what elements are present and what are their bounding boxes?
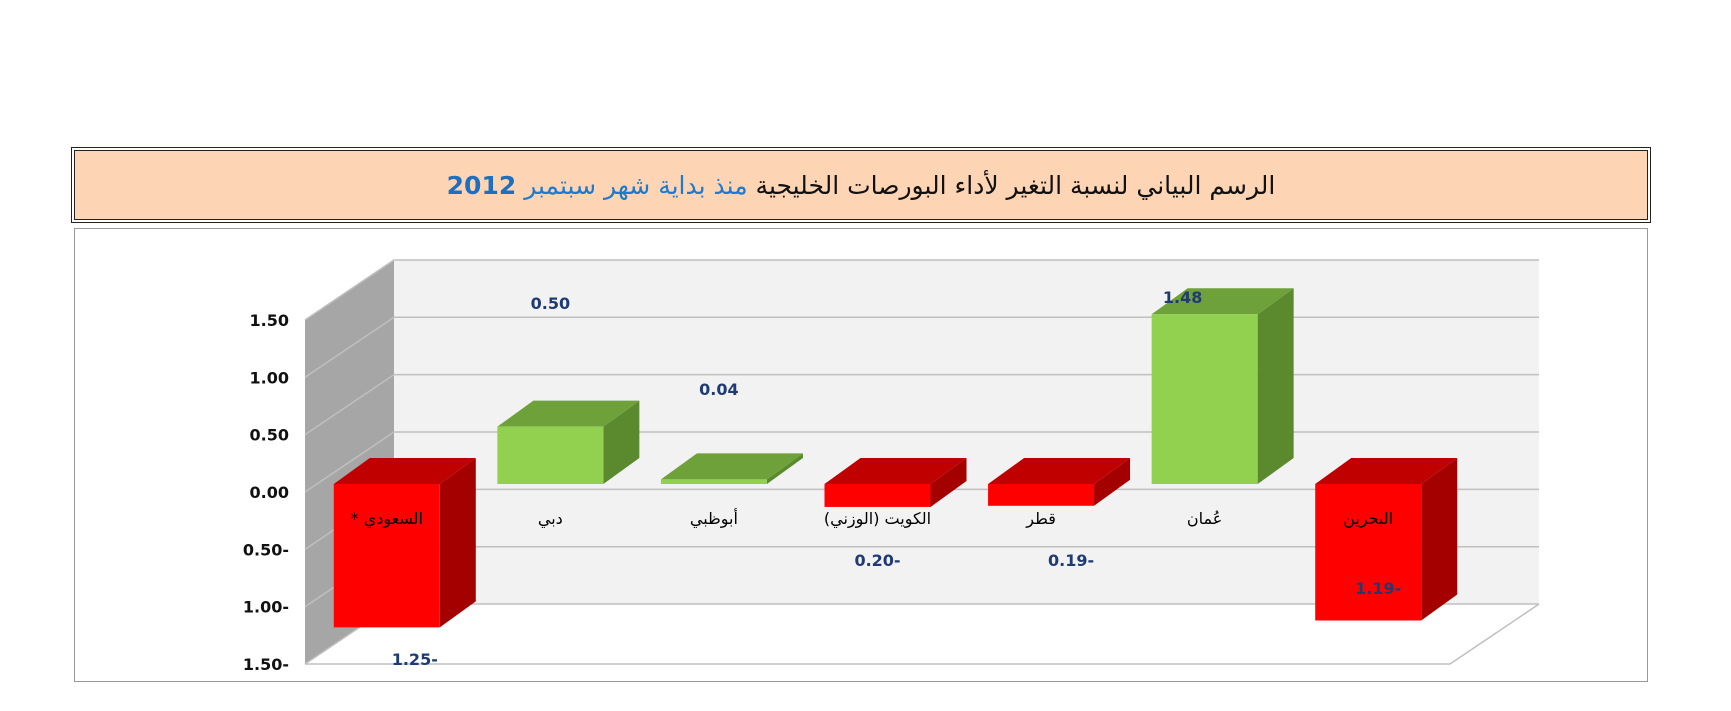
bar-side [439, 458, 476, 628]
data-label: 1.19- [1355, 579, 1401, 598]
y-tick-label: 0.00 [250, 483, 289, 502]
bar [660, 453, 803, 484]
data-label: 0.04 [699, 380, 738, 399]
category-label: قطر [1025, 509, 1056, 529]
bar [988, 458, 1131, 506]
data-label: 0.19- [1048, 551, 1094, 570]
y-tick-label: 1.00 [250, 368, 289, 387]
bar-top [988, 458, 1131, 484]
y-tick-label: 1.50- [243, 655, 289, 674]
bar-front [1151, 314, 1258, 484]
bar-top [1151, 288, 1294, 315]
bar-side [930, 458, 967, 507]
bar-top [497, 400, 640, 427]
gridline [304, 259, 1539, 321]
bar-side [603, 400, 640, 484]
bar-front [1315, 484, 1422, 621]
bar-top [1315, 458, 1458, 484]
y-tick-label: 1.50 [250, 311, 289, 330]
category-label: البحرين [1343, 509, 1393, 529]
title-part-period: منذ بداية شهر سبتمبر [524, 170, 748, 200]
bar [333, 458, 476, 628]
bar [824, 458, 967, 507]
bar [497, 400, 640, 484]
data-label: 1.48 [1163, 288, 1202, 307]
data-label: 0.50 [531, 294, 570, 313]
bar-side [1257, 288, 1294, 484]
chart-area: 1.50 1.00 0.50 0.00 0.50- 1.00- 1.50- السعودي … [74, 228, 1648, 682]
bar-front [333, 484, 440, 628]
y-tick-label: 1.00- [243, 598, 289, 617]
bar-front [497, 426, 604, 484]
bar [1151, 288, 1294, 484]
category-label: أبوظبي [690, 508, 738, 529]
chart-title-box: الرسم البياني لنسبة التغير لأداء البورصا… [71, 147, 1651, 223]
title-year: 2012 [446, 170, 517, 200]
bar-side [1421, 458, 1458, 621]
bar-front [824, 484, 931, 507]
bar-top [333, 458, 476, 484]
data-label: 1.25- [392, 650, 438, 669]
data-label: 0.20- [854, 551, 900, 570]
bar-front [660, 479, 767, 484]
category-label: السعودي * [351, 509, 423, 529]
category-label: الكويت (الوزني) [824, 509, 931, 529]
floor-edge [305, 603, 1540, 665]
chart-title: الرسم البياني لنسبة التغير لأداء البورصا… [447, 171, 1276, 200]
bar-chart-svg: 1.50 1.00 0.50 0.00 0.50- 1.00- 1.50- السعودي … [243, 259, 1540, 674]
y-tick-label: 0.50- [243, 540, 289, 559]
category-label: عُمان [1187, 509, 1222, 528]
bar-side [1094, 458, 1131, 506]
bar-side [766, 453, 803, 484]
title-part-main: الرسم البياني لنسبة التغير لأداء البورصا… [755, 170, 1276, 200]
bar [1315, 458, 1458, 621]
y-tick-label: 0.50 [250, 426, 289, 445]
bar-front [988, 484, 1095, 506]
bar-top [660, 453, 803, 480]
category-label: دبي [538, 509, 563, 529]
bar-top [824, 458, 967, 484]
